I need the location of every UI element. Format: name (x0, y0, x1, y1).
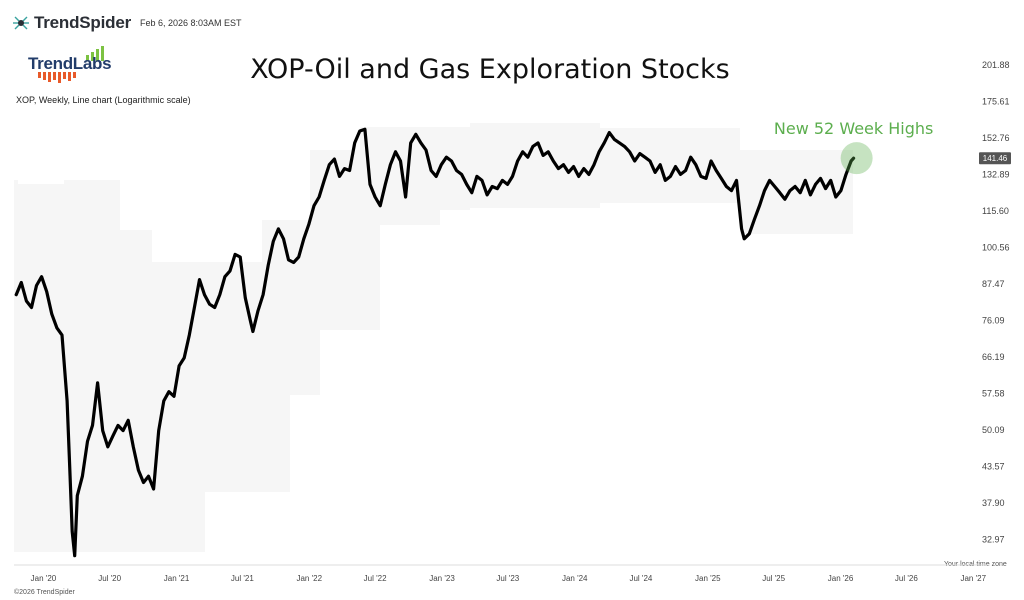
x-tick-label: Jan '25 (695, 574, 721, 583)
y-tick-label: 201.88 (982, 60, 1010, 70)
x-tick-label: Jul '22 (364, 574, 387, 583)
x-tick-label: Jul '23 (496, 574, 519, 583)
y-tick-label: 100.56 (982, 243, 1010, 253)
x-tick-label: Jan '27 (960, 574, 986, 583)
y-tick-label: 115.60 (982, 206, 1009, 216)
x-tick-label: Jan '20 (31, 574, 57, 583)
brand-name: TrendSpider (34, 13, 131, 32)
copyright: ©2026 TrendSpider (14, 589, 75, 596)
brand-header: TrendSpider Feb 6, 2026 8:03AM EST (12, 12, 242, 34)
x-tick-label: Jul '24 (629, 574, 652, 583)
price-line-series[interactable] (14, 127, 856, 558)
y-tick-label: 43.57 (982, 462, 1005, 472)
y-tick-label: 76.09 (982, 316, 1005, 326)
y-tick-label: 37.90 (982, 498, 1005, 508)
new-highs-annotation: New 52 Week Highs (774, 119, 933, 138)
y-tick-label: 50.09 (982, 425, 1005, 435)
trendlabs-bars-icon (38, 46, 104, 83)
y-axis: 201.88 175.61 152.76 132.89 115.60 100.56 87.4… (982, 60, 1010, 544)
y-tick-label: 175.61 (982, 97, 1010, 107)
x-tick-label: Jul '20 (98, 574, 121, 583)
trendlabs-logo-text: TrendLabs (28, 54, 112, 73)
trendspider-logo-icon (13, 16, 29, 30)
timestamp: Feb 6, 2026 8:03AM EST (140, 18, 242, 28)
chart-subtitle: XOP, Weekly, Line chart (Logarithmic sca… (16, 95, 191, 105)
y-tick-label: 32.97 (982, 535, 1005, 545)
x-tick-label: Jul '21 (231, 574, 254, 583)
last-price-value: 141.46 (983, 154, 1008, 163)
x-tick-label: Jan '24 (562, 574, 588, 583)
last-price-badge: 141.46 (979, 152, 1011, 165)
chart-title: XOP-Oil and Gas Exploration Stocks (250, 54, 730, 85)
x-tick-label: Jan '23 (429, 574, 455, 583)
new-high-highlight-circle (840, 142, 873, 175)
x-tick-label: Jan '26 (828, 574, 854, 583)
x-tick-label: Jan '21 (164, 574, 190, 583)
range-band-upper (205, 123, 853, 552)
y-tick-label: 87.47 (982, 279, 1005, 289)
y-tick-label: 152.76 (982, 133, 1010, 143)
y-tick-label: 132.89 (982, 170, 1010, 180)
x-tick-label: Jul '25 (762, 574, 785, 583)
y-tick-label: 66.19 (982, 352, 1005, 362)
x-tick-label: Jul '26 (895, 574, 918, 583)
x-axis: Jan '20 Jul '20 Jan '21 Jul '21 Jan '22 Jul '… (14, 564, 990, 583)
x-tick-label: Jan '22 (296, 574, 322, 583)
range-band (14, 180, 205, 552)
y-tick-label: 57.58 (982, 389, 1005, 399)
trendlabs-logo: TrendLabs (28, 46, 118, 86)
